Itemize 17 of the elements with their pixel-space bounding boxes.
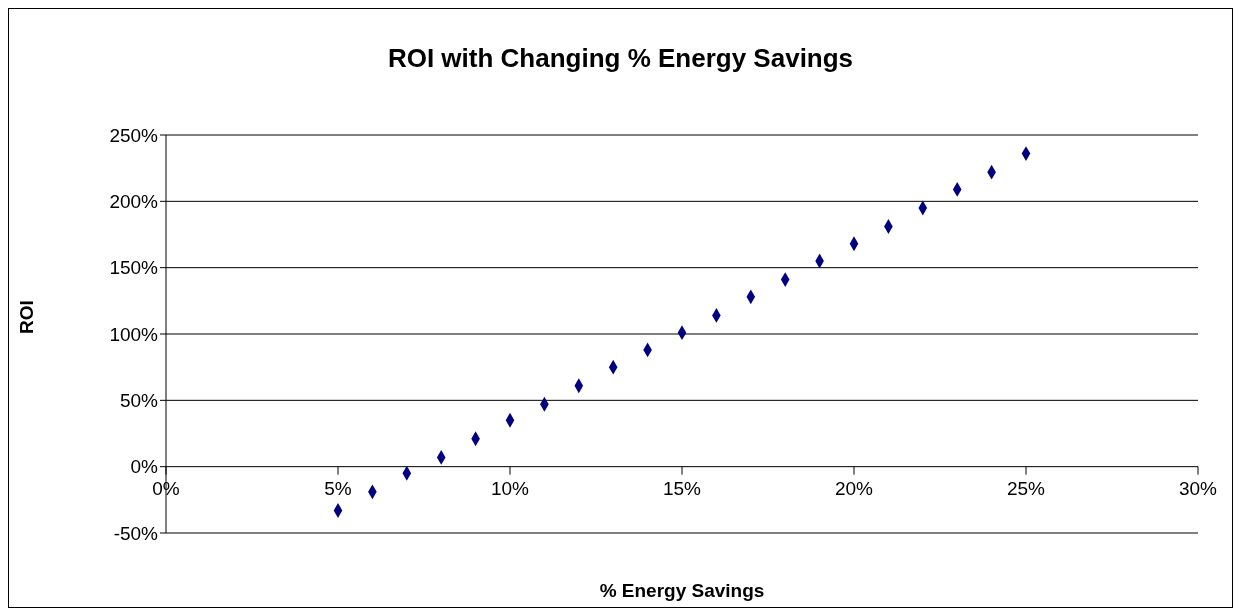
x-tick-label: 15%	[662, 477, 702, 499]
y-tick-label: 150%	[109, 257, 159, 279]
y-tick-label: 200%	[109, 191, 159, 213]
x-tick-label: 25%	[1006, 477, 1046, 499]
x-tick-label: 5%	[324, 477, 352, 499]
y-tick-label: 100%	[109, 323, 159, 345]
chart-title: ROI with Changing % Energy Savings	[386, 43, 855, 74]
y-tick-label: 0%	[130, 456, 159, 478]
x-tick-label: 20%	[834, 477, 874, 499]
x-tick-label: 0%	[152, 477, 180, 499]
y-tick-label: -50%	[113, 522, 159, 544]
x-axis-title: % Energy Savings	[599, 580, 765, 601]
y-tick-label: 50%	[119, 390, 159, 412]
x-tick-label: 10%	[490, 477, 530, 499]
x-tick-label: 30%	[1178, 477, 1218, 499]
y-tick-label: 250%	[109, 124, 159, 146]
y-axis-title: ROI	[15, 300, 37, 334]
